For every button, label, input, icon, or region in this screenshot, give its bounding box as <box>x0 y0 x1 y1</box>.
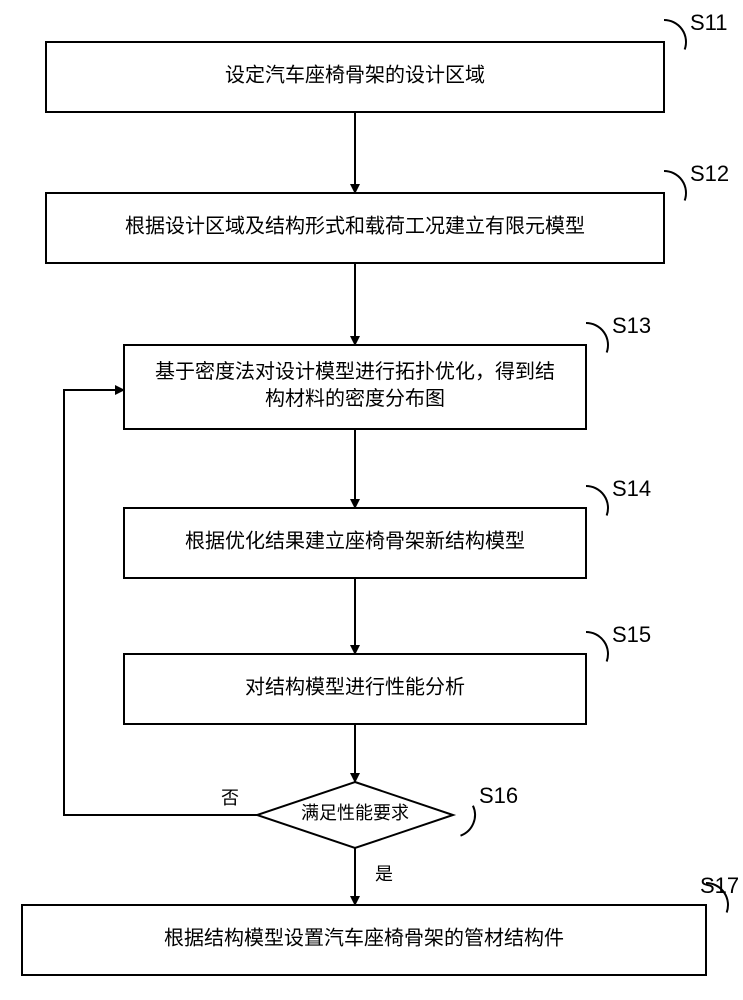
step-tag-arc-s11 <box>664 20 686 50</box>
process-box-s11-text-0: 设定汽车座椅骨架的设计区域 <box>225 64 485 87</box>
step-tag-arc-s15 <box>586 632 608 662</box>
flowchart-canvas: 设定汽车座椅骨架的设计区域根据设计区域及结构形式和载荷工况建立有限元模型基于密度… <box>0 0 743 1000</box>
decision-s16-text: 满足性能要求 <box>301 803 409 823</box>
step-tag-arc-s12 <box>664 171 686 201</box>
step-tag-s15: S15 <box>612 622 651 647</box>
step-tag-arc-s14 <box>586 486 608 516</box>
step-tag-s14: S14 <box>612 476 651 501</box>
branch-label-yes: 是 <box>375 864 393 884</box>
step-tag-arc-s13 <box>586 323 608 353</box>
step-tag-s17: S17 <box>700 873 739 898</box>
step-tag-s11: S11 <box>690 10 728 35</box>
process-box-s15-text-0: 对结构模型进行性能分析 <box>245 676 465 699</box>
step-tag-arc-s16 <box>461 806 475 836</box>
process-box-s13 <box>124 345 586 429</box>
process-box-s13-text-0: 基于密度法对设计模型进行拓扑优化，得到结 <box>155 360 555 383</box>
arrow-loop-no <box>64 390 257 815</box>
process-box-s14-text-0: 根据优化结果建立座椅骨架新结构模型 <box>185 530 525 553</box>
process-box-s17-text-0: 根据结构模型设置汽车座椅骨架的管材结构件 <box>164 927 564 950</box>
process-box-s13-text-1: 构材料的密度分布图 <box>265 387 445 410</box>
step-tag-s12: S12 <box>690 161 729 186</box>
process-box-s12-text-0: 根据设计区域及结构形式和载荷工况建立有限元模型 <box>125 215 585 238</box>
branch-label-no: 否 <box>221 788 239 808</box>
step-tag-s16: S16 <box>479 783 518 808</box>
step-tag-s13: S13 <box>612 313 651 338</box>
